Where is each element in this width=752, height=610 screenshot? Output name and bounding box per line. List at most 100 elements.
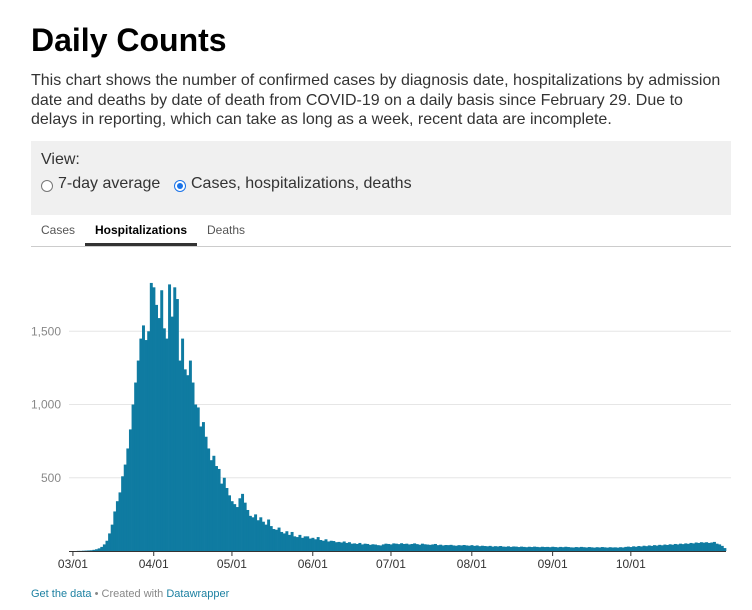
bar (535, 546, 539, 551)
bar (585, 547, 589, 551)
bar (149, 282, 153, 551)
active-tab-indicator (85, 243, 197, 246)
tab-deaths[interactable]: Deaths (207, 223, 246, 237)
bar (551, 546, 555, 551)
bar (689, 542, 693, 551)
bar (668, 544, 672, 551)
bar (475, 545, 479, 551)
x-tick-label: 05/01 (217, 557, 247, 571)
y-tick-label: 500 (41, 471, 61, 485)
bar (105, 540, 109, 551)
bar (679, 543, 683, 551)
bar (718, 544, 722, 551)
bar (504, 546, 508, 551)
bar (400, 543, 404, 551)
bar (337, 541, 341, 551)
bar (491, 546, 495, 551)
bar (413, 543, 417, 551)
bar (501, 546, 505, 551)
bar (381, 544, 385, 551)
bar (572, 547, 576, 551)
bar (577, 547, 581, 551)
bar (626, 546, 630, 551)
radio-label: 7-day average (58, 175, 161, 192)
bar (282, 533, 286, 551)
bar (556, 547, 560, 551)
x-tick-label: 03/01 (58, 557, 88, 571)
bar (368, 544, 372, 551)
bar (655, 545, 659, 551)
bar (194, 404, 198, 551)
bar (293, 536, 297, 551)
bar (374, 544, 377, 551)
bar (553, 547, 557, 551)
bar (436, 545, 440, 551)
bar (350, 543, 354, 551)
bar (478, 546, 482, 551)
bar (595, 547, 599, 551)
bar (168, 284, 172, 551)
radio-icon[interactable] (41, 180, 53, 192)
bar (621, 547, 625, 551)
x-tick-label: 06/01 (298, 557, 328, 571)
bar (574, 547, 578, 551)
bar (533, 546, 537, 551)
page-title: Daily Counts (31, 22, 227, 58)
bar (671, 544, 675, 551)
radio-cases-hospitalizations-deaths[interactable]: Cases, hospitalizations, deaths (174, 175, 412, 193)
bar (608, 547, 612, 551)
bar (444, 544, 448, 551)
bar (280, 531, 284, 551)
bar (697, 542, 701, 551)
bar (566, 547, 570, 551)
bar (496, 546, 500, 551)
bar (488, 545, 492, 551)
radio-7-day-average[interactable]: 7-day average (41, 175, 160, 193)
bar (100, 546, 104, 551)
bar (619, 547, 623, 551)
bar (639, 546, 643, 551)
bar (92, 549, 96, 551)
footer-separator: • (91, 588, 102, 600)
bar (705, 542, 709, 551)
bar (228, 495, 231, 551)
view-label: View: (41, 151, 80, 168)
bar (702, 542, 706, 551)
bar (593, 547, 596, 551)
bar (102, 544, 106, 551)
bar (353, 543, 357, 551)
bar (658, 544, 662, 551)
bar (175, 299, 179, 551)
bar (420, 543, 424, 551)
y-tick-label: 1,000 (31, 398, 61, 412)
get-the-data-link[interactable]: Get the data (31, 588, 92, 600)
bar (209, 460, 213, 551)
bar (155, 304, 158, 551)
tab-hospitalizations[interactable]: Hospitalizations (95, 223, 188, 237)
bar (512, 546, 516, 551)
bar (402, 543, 406, 551)
bar (207, 448, 211, 551)
bar (569, 547, 573, 551)
bar (441, 545, 445, 551)
bar (220, 483, 224, 551)
bar (235, 507, 239, 551)
bar (493, 546, 497, 551)
bar (225, 488, 229, 551)
tab-cases[interactable]: Cases (41, 223, 76, 237)
bar (269, 526, 273, 551)
bar (637, 546, 641, 551)
bar (673, 543, 677, 551)
bar (548, 547, 552, 551)
bar (699, 542, 703, 551)
bar (723, 548, 727, 551)
bar (650, 545, 654, 551)
radio-selected-icon[interactable] (174, 180, 186, 192)
bar (580, 546, 583, 551)
datawrapper-link[interactable]: Datawrapper (166, 588, 230, 600)
bar (196, 407, 200, 551)
tab-bar: Cases Hospitalizations Deaths (31, 215, 731, 247)
bar (460, 545, 464, 551)
bar (467, 545, 471, 551)
bar (183, 369, 187, 551)
